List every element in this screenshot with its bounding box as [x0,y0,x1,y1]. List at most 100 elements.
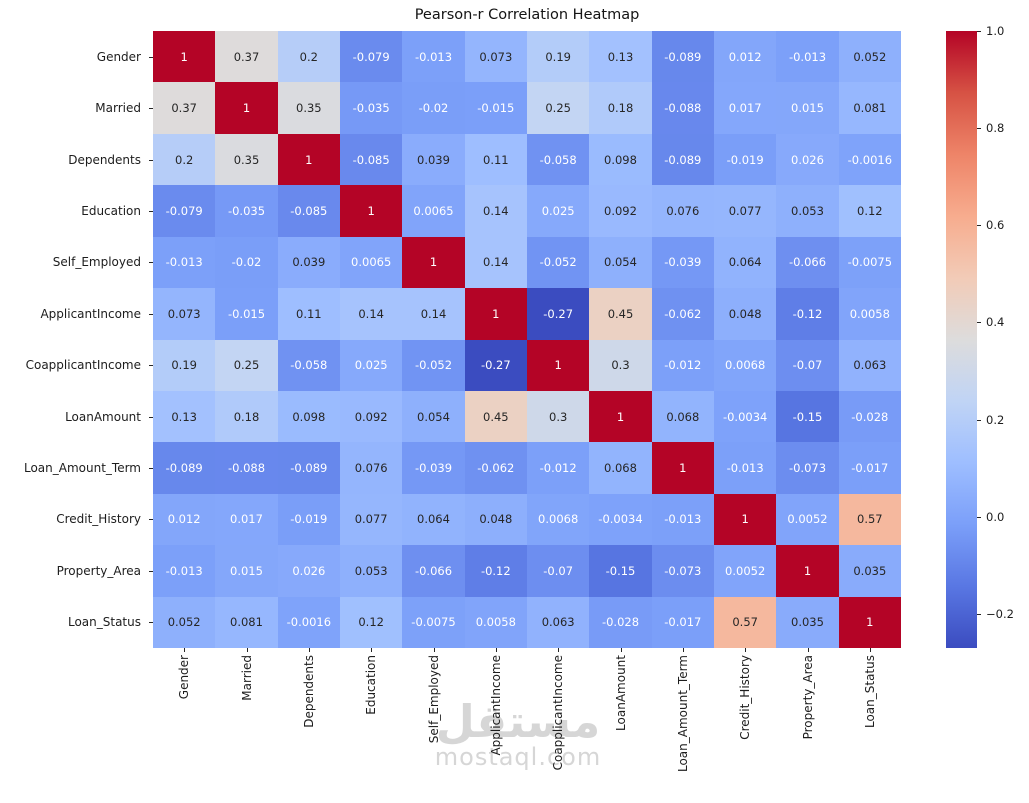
heatmap-cell: 0.0068 [713,339,777,391]
x-axis-label: Loan_Status [862,655,877,729]
y-tick-mark [149,210,153,212]
heatmap-cell: 0.025 [339,339,403,391]
heatmap-cell: -0.013 [776,31,839,83]
heatmap-cell: -0.066 [402,545,465,597]
x-tick-mark [184,648,186,652]
heatmap-cell: -0.013 [153,545,216,597]
heatmap-cell: 1 [713,493,777,546]
colorbar-tick-label: 0.0 [986,509,1005,524]
heatmap-cell: 1 [402,236,465,289]
heatmap-cell: 0.035 [776,596,839,648]
heatmap-cell: 0.054 [589,236,652,289]
heatmap-cell: 0.053 [776,185,839,237]
y-axis-label: Self_Employed [52,255,141,270]
x-axis-label: LoanAmount [613,655,628,731]
heatmap-cell: 0.098 [277,390,340,443]
heatmap-cell: 0.11 [277,288,340,340]
heatmap-cell: -0.0075 [838,236,901,289]
heatmap-cell: 1 [153,31,216,83]
heatmap-cell: 0.039 [277,236,340,289]
heatmap-cell: -0.27 [464,339,527,391]
heatmap-cell: 0.035 [838,545,901,597]
heatmap-cell: 0.3 [589,339,652,391]
x-axis-label: Married [239,655,254,701]
y-axis-label: Education [81,203,141,218]
x-tick-mark [433,648,435,652]
x-axis-label: CoapplicantIncome [551,655,566,771]
x-tick-mark [745,648,747,652]
y-axis-label: Loan_Status [67,615,141,630]
heatmap-cell: 0.45 [464,390,527,443]
heatmap-cell: 0.026 [277,545,340,597]
heatmap-cell: 0.0065 [339,236,403,289]
heatmap-cell: 0.13 [589,31,652,83]
y-axis-label: CoapplicantIncome [25,358,141,373]
colorbar-tick-label: 1.0 [986,24,1005,38]
x-tick-mark [308,648,310,652]
heatmap-cell: 1 [838,596,901,648]
heatmap-cell: -0.07 [526,545,590,597]
heatmap-cell: -0.12 [776,288,839,340]
heatmap-grid: 1 0.37 0.2 -0.079 -0.013 0.073 0.19 0.13 -0.089 0… [153,31,901,648]
heatmap-cell: -0.062 [464,442,527,494]
heatmap-cell: 0.0058 [464,596,527,648]
colorbar-tick-mark [977,128,981,130]
y-tick-mark [149,262,153,264]
heatmap-cell: 1 [277,133,340,186]
heatmap-cell: 0.068 [589,442,652,494]
heatmap-cell: 0.37 [153,82,216,134]
heatmap-cell: 0.052 [838,31,901,83]
heatmap-cell: -0.013 [153,236,216,289]
heatmap-cell: -0.15 [776,390,839,443]
heatmap-cell: -0.012 [651,339,714,391]
colorbar-tick-mark [977,322,981,324]
heatmap-cell: -0.058 [277,339,340,391]
heatmap-cell: -0.02 [215,236,278,289]
chart-title: Pearson-r Correlation Heatmap [414,7,640,23]
heatmap-cell: -0.028 [838,390,901,443]
heatmap-cell: 0.35 [277,82,340,134]
heatmap-cell: 1 [526,339,590,391]
heatmap-cell: -0.12 [464,545,527,597]
heatmap-cell: 0.064 [402,493,465,546]
heatmap-cell: 0.35 [215,133,278,186]
heatmap-cell: 0.017 [713,82,777,134]
y-axis-label: Property_Area [56,563,141,578]
heatmap-cell: 0.14 [464,236,527,289]
colorbar-tick-label: 0.4 [986,315,1005,330]
heatmap-cell: 0.098 [589,133,652,186]
heatmap-cell: -0.085 [339,133,403,186]
heatmap-cell: 0.068 [651,390,714,443]
heatmap-cell: -0.073 [776,442,839,494]
heatmap-cell: -0.089 [651,31,714,83]
heatmap-cell: -0.085 [277,185,340,237]
heatmap-cell: 0.57 [713,596,777,648]
heatmap-cell: 0.026 [776,133,839,186]
x-axis-label: Dependents [301,655,316,728]
y-axis-label: LoanAmount [65,409,141,424]
heatmap-cell: 0.077 [713,185,777,237]
heatmap-cell: -0.058 [526,133,590,186]
heatmap-cell: -0.039 [651,236,714,289]
x-tick-mark [558,648,560,652]
heatmap-cell: 0.081 [215,596,278,648]
colorbar-tick-mark [977,31,981,32]
heatmap-cell: 0.2 [153,133,216,186]
heatmap-cell: 0.14 [402,288,465,340]
heatmap-cell: 0.0052 [713,545,777,597]
colorbar-tick-label: 0.2 [986,412,1005,427]
heatmap-cell: -0.013 [713,442,777,494]
y-axis-label: Loan_Amount_Term [23,461,141,476]
y-tick-mark [149,365,153,367]
x-tick-mark [620,648,622,652]
y-tick-mark [149,159,153,161]
heatmap-cell: 0.18 [589,82,652,134]
y-tick-mark [149,468,153,470]
colorbar-tick-mark [977,613,981,615]
heatmap-cell: 0.18 [215,390,278,443]
x-axis-label: Loan_Amount_Term [675,655,690,773]
heatmap-cell: 0.054 [402,390,465,443]
heatmap-cell: -0.079 [153,185,216,237]
heatmap-cell: 0.0068 [526,493,590,546]
heatmap-cell: -0.089 [651,133,714,186]
